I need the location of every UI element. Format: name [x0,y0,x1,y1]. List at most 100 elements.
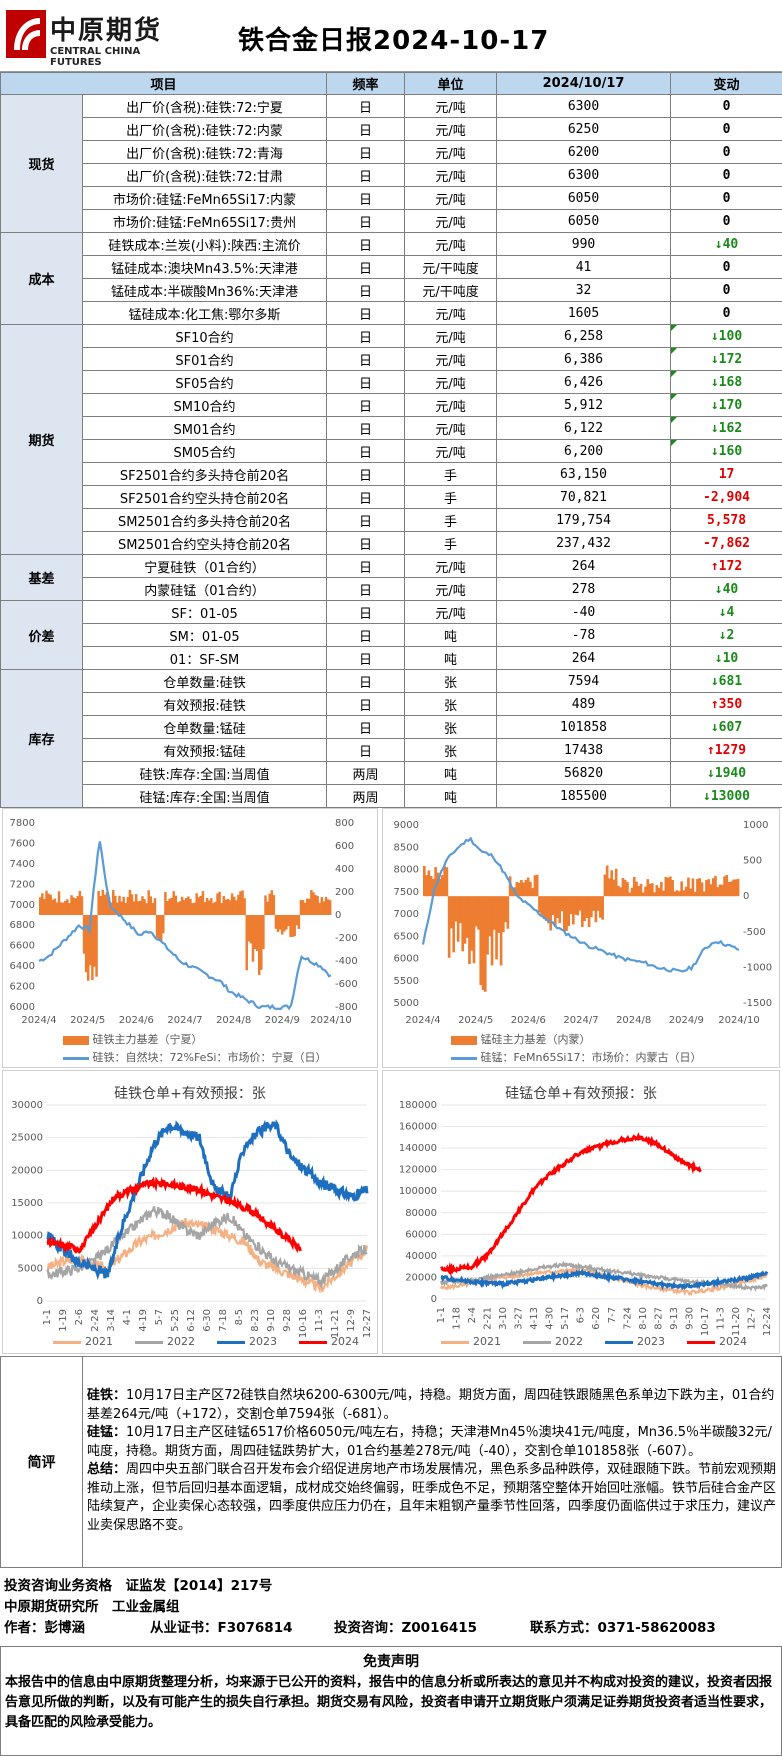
item-cell: SF01合约 [81,347,328,371]
basis-bar [285,915,288,930]
x-tick-label: 11-21 [330,1309,341,1338]
basis-bar [479,896,483,985]
table-row: 市场价:硅锰:FeMn65Si17:内蒙日元/吨 6050 0 [1,186,782,210]
y-tick-label-left: 5000 [394,998,419,1009]
freq-cell: 日 [326,669,406,693]
change-cell: 0 [670,301,782,325]
basis-bar [235,900,238,915]
basis-bar [66,899,69,915]
commentary-summary: 周四中央五部门联合召开发布会介绍促进房地产市场发展情况，黑色系多品种跌停，双硅跟… [87,1462,777,1533]
basis-bar [283,915,286,932]
basis-bar [122,896,125,915]
basis-bar [316,896,319,915]
col-header-freq: 频率 [326,72,406,95]
table-row: 期货 SF10合约日元/吨 6,258 ↓100 [0,324,782,555]
basis-bar [185,897,188,915]
basis-bar [220,903,223,915]
freq-cell: 日 [326,462,406,486]
basis-bar [578,896,582,911]
item-cell: SM01合约 [81,416,328,440]
freq-cell: 日 [326,531,406,555]
department: 中原期货研究所 工业金属组 [4,1599,180,1615]
basis-bar [637,886,641,897]
y-tick-label-right: -800 [335,1002,358,1013]
unit-cell: 手 [404,485,498,509]
x-tick-label: 2024/4 [405,1015,440,1026]
author: 作者：彭博涵 [4,1620,85,1636]
basis-bar [465,896,469,938]
legend-swatch [451,1056,477,1060]
item-cell: 内蒙硅锰（01合约） [81,577,328,601]
table-row: SM10合约日元/吨 5,912 ↓170 [1,393,782,417]
basis-bar [82,915,86,954]
table-row: 现货 出厂价(含税):硅铁:72:宁夏日元/吨 6300 0 [0,94,782,233]
change-cell: 0 [670,117,782,141]
basis-bar [705,880,708,897]
chart-sm-basis-plot: 500055006000650070007500800085009000-150… [394,820,773,1026]
x-tick-label: 2024/4 [21,1015,56,1026]
basis-bar [540,896,544,915]
item-cell: SM：01-05 [81,623,328,647]
basis-bar [289,915,292,937]
x-tick-label: 2024/8 [616,1015,651,1026]
basis-bar [153,898,157,915]
basis-bar [114,895,117,915]
value-cell: 278 [496,577,672,601]
x-tick-label: 2-6 [74,1309,85,1325]
item-cell: 出厂价(含税):硅铁:72:内蒙 [81,117,328,141]
legend-label: 2022 [555,1335,583,1348]
value-cell: 56820 [496,761,672,785]
basis-bar [84,915,88,973]
chart-sf-warrants-plot: 0 5000 10000 15000 20000 25000 30000 1-1 1-19 2-6… [11,1100,373,1338]
legend-item: 2024 [687,1335,747,1348]
x-tick-label: 10-17 [700,1307,711,1336]
basis-bar [502,896,505,933]
change-cell: ↓1940 [670,761,782,785]
basis-bar [571,896,575,925]
category-cell: 现货 [0,94,83,233]
change-cell: 0 [670,278,782,302]
basis-bar [237,894,240,915]
unit-cell: 手 [404,508,498,532]
legend-label: 2023 [637,1335,665,1348]
basis-bar [560,896,564,912]
disclaimer-section: 免责声明 本报告中的信息由中原期货整理分析，均来源于已公开的资料，报告中的信息分… [0,1646,782,1756]
x-tick-label: 3-27 [514,1307,525,1330]
x-tick-label: 12-27 [362,1309,373,1338]
y-tick-label-left: 9000 [394,820,419,831]
basis-bar [662,890,665,897]
basis-bar [280,915,284,935]
chart-sm-warrants-plot: 0 20000 40000 60000 80000 100000 120000 140000 1… [399,1100,773,1336]
basis-bar [197,897,200,915]
basis-bar [716,887,720,897]
basis-bar [199,895,203,915]
basis-bar [251,915,255,962]
basis-bar [725,874,729,897]
basis-bar [91,915,94,981]
basis-bar [314,895,317,915]
basis-bar [691,878,695,897]
change-cell: ↓170 [670,393,782,417]
commentary-summary-head: 总结： [87,1462,127,1477]
freq-cell: 日 [326,255,406,279]
change-value: ↓40 [714,581,739,597]
basis-bar [567,896,571,927]
basis-bar [576,896,580,916]
basis-bar [151,903,155,915]
legend-item: 硅铁：自然块：72%FeSi：市场价：宁夏（日） [63,1049,326,1065]
basis-bar [78,890,82,915]
basis-bar [447,896,451,958]
x-tick-label: 5-17 [560,1307,571,1330]
value-cell: 264 [496,554,672,578]
change-value: ↓2 [718,627,735,643]
basis-bar [218,891,221,915]
basis-bar [680,881,683,897]
change-value: ↓160 [710,443,743,459]
item-cell: 硅锰:库存:全国:当周值 [81,784,328,808]
basis-bar [732,879,735,897]
change-value: 0 [722,98,731,114]
basis-bar [182,900,186,915]
basis-bar [41,893,44,915]
change-cell: ↑350 [670,692,782,716]
chart-sm-warrants: 硅锰仓单+有效预报：张 0 20000 40000 60000 80000 100000 1… [382,1070,780,1354]
